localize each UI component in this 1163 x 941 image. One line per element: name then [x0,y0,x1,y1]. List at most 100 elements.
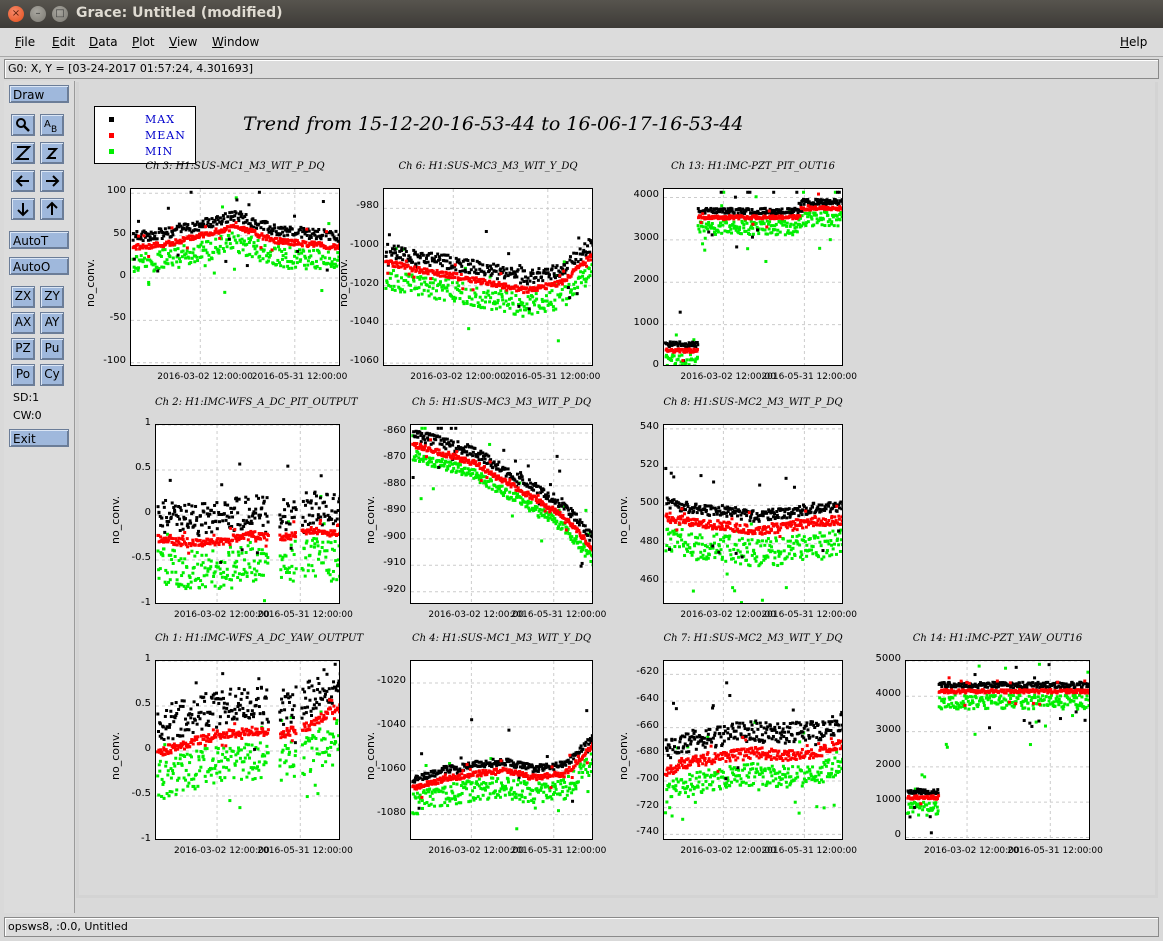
zx-button[interactable]: ZX [11,286,35,308]
data-point [241,242,245,246]
zy-button[interactable]: ZY [40,286,64,308]
data-point [686,519,690,523]
exit-button[interactable]: Exit [9,429,69,447]
ay-button[interactable]: AY [40,312,64,334]
zoom-small-z-button[interactable] [40,142,64,164]
legend-label-min: MIN [145,145,174,158]
data-point [757,518,761,522]
data-point [231,749,235,753]
graph-frame[interactable] [663,188,843,366]
data-point [735,245,739,249]
scroll-left-button[interactable] [11,170,35,192]
scroll-up-button[interactable] [40,198,64,220]
menu-window[interactable]: Window [212,35,260,49]
data-point [816,505,820,509]
data-point [816,519,820,523]
data-point [555,284,559,288]
cy-button[interactable]: Cy [40,364,64,386]
menu-edit[interactable]: Edit [52,35,76,49]
graph-frame[interactable] [155,424,340,604]
menu-data[interactable]: Data [89,35,118,49]
draw-button[interactable]: Draw [9,85,69,103]
data-point [747,511,751,515]
graph-1[interactable]: Ch 3: H1:SUS-MC1_M3_WIT_P_DQ 100 50 0 -50 -10… [84,161,347,382]
data-point [536,278,540,282]
data-point [505,288,509,292]
data-point [748,190,752,194]
data-point [544,494,548,498]
graph-frame[interactable] [130,188,340,366]
scroll-down-button[interactable] [11,198,35,220]
pu-button[interactable]: Pu [40,338,64,360]
data-point [686,349,690,353]
data-point [140,232,144,236]
data-point [190,549,194,553]
data-point [252,535,256,539]
y-tick-label: 460 [639,574,659,586]
data-point [700,536,704,540]
autot-button[interactable]: AutoT [9,231,69,249]
data-point [688,546,692,550]
data-point [218,770,222,774]
data-point [157,230,161,234]
data-point [227,553,231,557]
data-point [205,251,209,255]
data-point [740,555,744,559]
data-point [288,229,292,233]
menu-plot[interactable]: Plot [132,35,155,49]
close-window-button[interactable]: × [8,6,24,22]
data-point [572,541,576,545]
data-point [213,543,217,547]
graph-4[interactable]: Ch 2: H1:IMC-WFS_A_DC_PIT_OUTPUT 1 0.5 0 -0.… [109,397,358,620]
graph-5[interactable]: Ch 5: H1:SUS-MC3_M3_WIT_P_DQ -860 -870 -880… [364,397,606,620]
data-point [253,247,257,251]
menu-help[interactable]: Help [1120,35,1148,49]
graph-frame[interactable] [663,424,843,604]
data-point [575,292,579,296]
data-point [521,498,525,502]
ax-button[interactable]: AX [11,312,35,334]
graph-6[interactable]: Ch 8: H1:SUS-MC2_M3_WIT_P_DQ 540 520 500 480… [617,397,857,620]
graph-frame[interactable] [410,424,593,604]
data-point [259,246,263,250]
data-point [303,232,307,236]
maximize-window-button[interactable]: □ [52,6,68,22]
menu-file[interactable]: File [15,35,36,49]
graph-2[interactable]: Ch 6: H1:SUS-MC3_M3_WIT_Y_DQ -980 -1000 -10… [337,161,600,382]
graph-frame[interactable] [155,660,340,840]
data-point [591,262,592,266]
graph-frame[interactable] [383,188,593,366]
graph-3[interactable]: Ch 13: H1:IMC-PZT_PIT_OUT16 4000 3000 2000 1… [634,161,857,382]
graph-7[interactable]: Ch 1: H1:IMC-WFS_A_DC_YAW_OUTPUT 1 0.5 0 -0.… [109,633,363,856]
data-point [675,500,679,504]
data-point [260,754,264,758]
pz-button[interactable]: PZ [11,338,35,360]
zoom-big-z-button[interactable] [11,142,35,164]
data-point [287,266,291,270]
data-point [475,286,479,290]
data-point [323,230,327,234]
data-point [774,515,778,519]
data-point [526,499,530,503]
po-button[interactable]: Po [11,364,35,386]
zoom-button[interactable] [11,114,35,136]
data-point [277,245,281,249]
minimize-window-button[interactable]: – [30,6,46,22]
data-point [207,233,211,237]
legend-box[interactable]: MAX MEAN MIN [94,106,196,164]
data-point [241,518,245,522]
data-point [168,243,172,247]
data-point [777,220,781,224]
data-point [690,365,693,366]
menu-view[interactable]: View [169,35,198,49]
data-point [248,222,252,226]
data-point [246,521,250,525]
autoo-button[interactable]: AutoO [9,257,69,275]
data-point [787,207,791,211]
scroll-right-button[interactable] [40,170,64,192]
data-point [416,435,420,439]
data-point [704,222,708,226]
data-point [391,247,395,251]
data-point [525,306,529,310]
